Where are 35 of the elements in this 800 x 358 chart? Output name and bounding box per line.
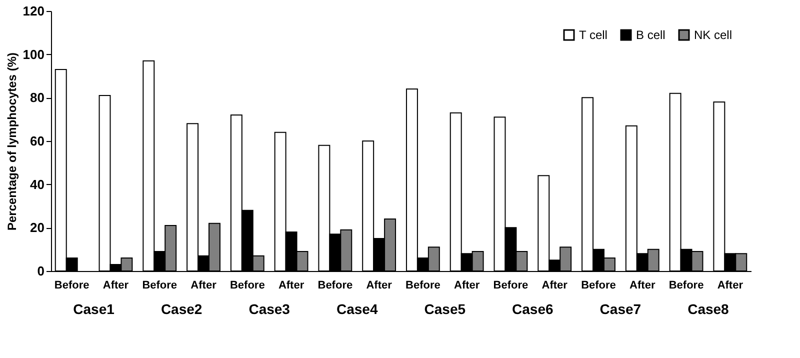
x-tick-label: After <box>542 280 568 292</box>
text: Case4 <box>336 301 378 317</box>
x-tick-label: Before <box>54 280 90 292</box>
text: Case8 <box>688 301 730 317</box>
x-tick-label: Before <box>230 280 265 292</box>
x-tick-label: After <box>454 280 480 292</box>
x-tick-label: After <box>278 280 305 292</box>
legend-label: B cell <box>636 28 666 42</box>
text: Case7 <box>600 301 642 317</box>
y-tick-label: 80 <box>30 90 44 106</box>
x-tick-label: Before <box>581 280 616 292</box>
y-tick-label: 120 <box>22 4 44 18</box>
x-tick-label: Before <box>142 280 178 292</box>
text: Case1 <box>73 301 115 317</box>
text: Case3 <box>248 301 290 317</box>
text: Case2 <box>160 301 202 317</box>
legend-label: T cell <box>579 28 608 42</box>
x-tick-label: Before <box>406 280 440 292</box>
y-tick-label: 100 <box>22 46 44 62</box>
text: Case5 <box>424 301 466 317</box>
x-tick-label: Before <box>493 280 528 292</box>
x-tick-label: After <box>102 280 130 292</box>
x-tick-label: After <box>630 280 656 292</box>
text: Case6 <box>512 301 554 317</box>
y-tick-label: 60 <box>30 134 44 148</box>
x-tick-label: Before <box>318 280 353 292</box>
y-tick-label: 20 <box>30 220 44 236</box>
x-tick-label: Before <box>668 280 704 292</box>
y-tick-label: 0 <box>37 264 44 278</box>
x-tick-label: After <box>366 280 393 292</box>
y-tick-label: 40 <box>30 176 44 192</box>
x-tick-label: After <box>717 280 744 292</box>
y-axis-title: Percentage of lymphocytes (%) <box>4 52 19 231</box>
x-tick-label: After <box>190 280 218 292</box>
legend-label: NK cell <box>694 28 732 42</box>
